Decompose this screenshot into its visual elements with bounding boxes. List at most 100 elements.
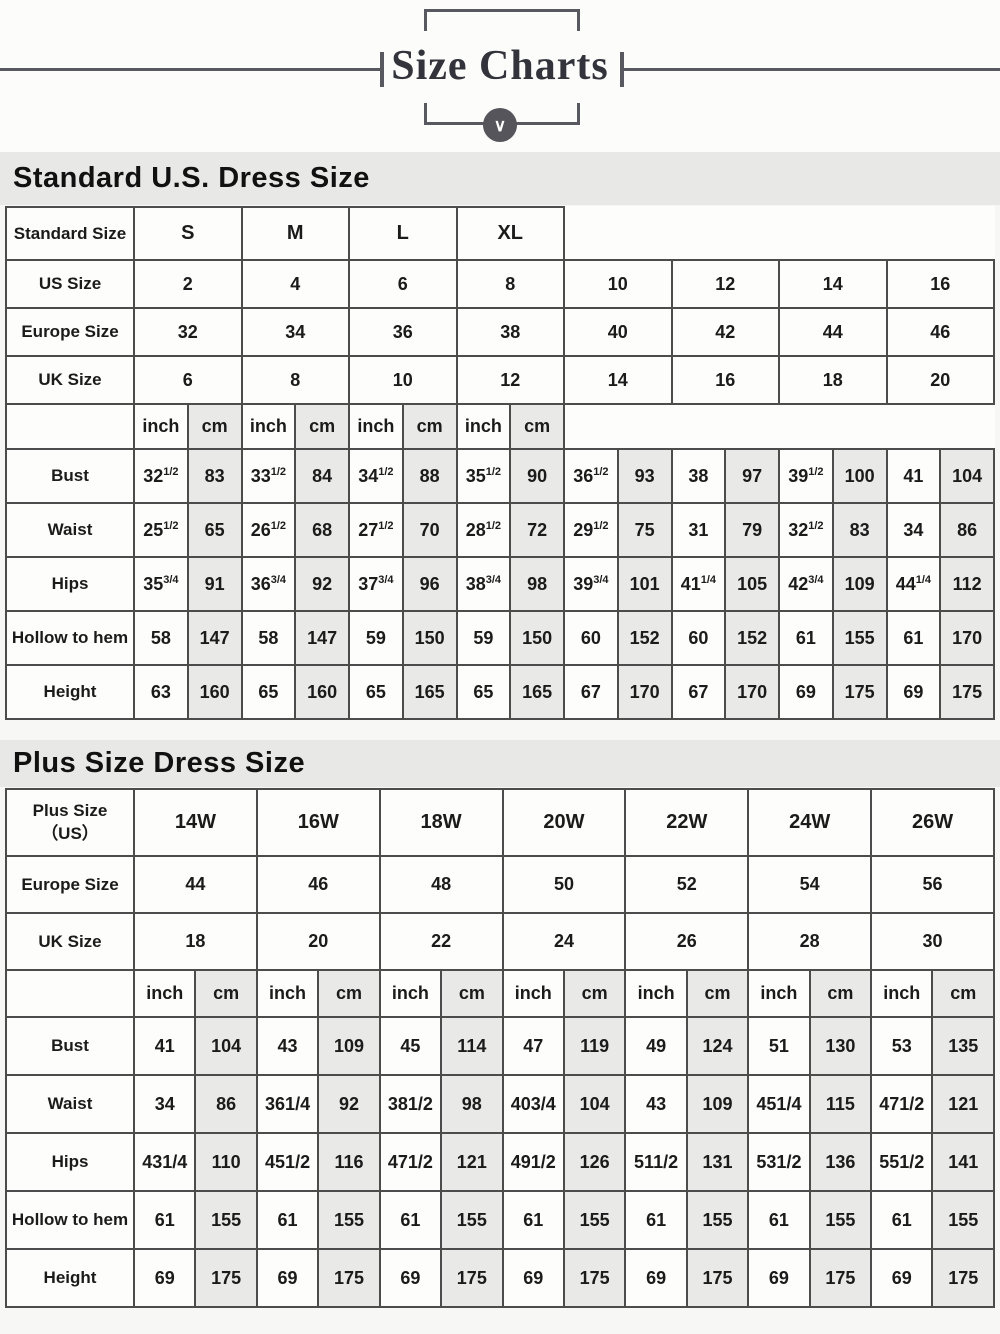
measure-value: 69 xyxy=(885,664,942,720)
measure-value: 403/4 xyxy=(501,1074,565,1134)
size-value: 6 xyxy=(133,355,243,405)
standard-size-section: Standard U.S. Dress Size Standard Size S M… xyxy=(0,152,1000,720)
unit-header: cm xyxy=(440,969,504,1018)
measure-value: 70 xyxy=(401,502,458,558)
measure-value: 68 xyxy=(294,502,350,558)
unit-header: cm xyxy=(401,403,458,450)
measure-value: 53 xyxy=(870,1016,934,1076)
measure-value: 104 xyxy=(562,1074,627,1134)
size-value: 18 xyxy=(133,912,258,971)
size-value: 36 xyxy=(348,307,458,357)
size-value: 56 xyxy=(870,855,995,914)
size-value: 12 xyxy=(670,259,780,309)
size-group-header: 24W xyxy=(747,788,873,857)
measure-value: 83 xyxy=(831,502,888,558)
unit-header: cm xyxy=(808,969,873,1018)
measure-value: 109 xyxy=(831,556,888,612)
measure-value: 155 xyxy=(685,1190,750,1250)
measure-value: 110 xyxy=(194,1132,258,1192)
size-group-header: 16W xyxy=(255,788,381,857)
measure-value: 65 xyxy=(186,502,243,558)
measure-value: 60 xyxy=(563,610,619,666)
unit-header: inch xyxy=(501,969,565,1018)
measure-value: 69 xyxy=(747,1248,811,1308)
measure-value: 261/2 xyxy=(240,502,297,558)
size-group-row: Plus Size （US） 14W 16W 18W 20W 22W 24W 26W xyxy=(5,788,995,857)
measure-value: 84 xyxy=(294,448,350,504)
size-value: 18 xyxy=(778,355,888,405)
measure-row: Height 69 175 69 175 69 175 69 175 69 175 69 175 69 17… xyxy=(5,1248,995,1308)
size-row: UK Size 18 20 22 24 26 28 30 xyxy=(5,912,995,971)
measure-value: 49 xyxy=(624,1016,688,1076)
row-label: Hollow to hem xyxy=(5,1190,135,1250)
measure-value: 175 xyxy=(317,1248,381,1308)
size-group-header: 14W xyxy=(133,788,258,857)
size-value: 10 xyxy=(563,259,673,309)
size-value: 38 xyxy=(455,307,565,357)
measure-value: 109 xyxy=(317,1016,381,1076)
measure-value: 61 xyxy=(255,1190,320,1250)
measure-value: 175 xyxy=(808,1248,873,1308)
measure-value: 58 xyxy=(133,610,189,666)
measure-value: 100 xyxy=(831,448,888,504)
size-value: 46 xyxy=(255,855,381,914)
row-label: Bust xyxy=(5,1016,135,1076)
measure-value: 51 xyxy=(747,1016,811,1076)
measure-value: 471/2 xyxy=(378,1132,443,1192)
measure-value: 451/2 xyxy=(255,1132,320,1192)
banner: Size Charts ∨ xyxy=(0,0,1000,152)
size-value: 12 xyxy=(455,355,565,405)
measure-value: 69 xyxy=(378,1248,443,1308)
unit-header: cm xyxy=(562,969,627,1018)
measure-value: 86 xyxy=(939,502,995,558)
measure-value: 67 xyxy=(670,664,727,720)
standard-section-title-bar: Standard U.S. Dress Size xyxy=(0,152,1000,205)
unit-header: inch xyxy=(870,969,934,1018)
size-value: 2 xyxy=(133,259,243,309)
row-label: Hips xyxy=(5,556,135,612)
size-value: 14 xyxy=(778,259,888,309)
measure-value: 391/2 xyxy=(778,448,834,504)
measure-value: 93 xyxy=(616,448,673,504)
unit-header: inch xyxy=(747,969,811,1018)
unit-header: inch xyxy=(378,969,443,1018)
size-value: 22 xyxy=(378,912,504,971)
measure-value: 160 xyxy=(186,664,243,720)
size-row: Europe Size 44 46 48 50 52 54 56 xyxy=(5,855,995,914)
measure-value: 135 xyxy=(931,1016,995,1076)
measure-value: 34 xyxy=(132,1074,197,1134)
measure-value: 69 xyxy=(624,1248,688,1308)
measure-value: 126 xyxy=(562,1132,627,1192)
size-value: 48 xyxy=(378,855,504,914)
measure-value: 58 xyxy=(240,610,297,666)
measure-value: 41 xyxy=(132,1016,197,1076)
row-label: Europe Size xyxy=(5,307,135,357)
measure-value: 423/4 xyxy=(778,556,834,612)
size-value: 20 xyxy=(885,355,995,405)
measure-value: 61 xyxy=(747,1190,811,1250)
size-row: US Size 2 4 6 8 10 12 14 16 xyxy=(5,259,995,309)
measure-value: 155 xyxy=(440,1190,504,1250)
corner-label: Standard Size xyxy=(5,206,135,261)
measure-value: 69 xyxy=(132,1248,197,1308)
banner-top-bracket xyxy=(424,9,580,31)
measure-row: Waist 251/2 65 261/2 68 271/2 70 281/2 72 291/2 75… xyxy=(5,502,995,558)
row-label: Bust xyxy=(5,448,135,504)
measure-value: 109 xyxy=(685,1074,750,1134)
measure-value: 75 xyxy=(616,502,673,558)
measure-value: 291/2 xyxy=(563,502,619,558)
row-label: Europe Size xyxy=(5,855,135,914)
size-value: 24 xyxy=(501,912,627,971)
banner-left-bar xyxy=(380,52,384,87)
measure-value: 67 xyxy=(563,664,619,720)
plus-size-section: Plus Size Dress Size Plus Size （US） 14W 16W… xyxy=(0,740,1000,1308)
measure-value: 155 xyxy=(562,1190,627,1250)
unit-header: inch xyxy=(132,969,197,1018)
measure-value: 175 xyxy=(685,1248,750,1308)
measure-value: 331/2 xyxy=(240,448,297,504)
banner-left-rule xyxy=(0,68,382,71)
unit-header: cm xyxy=(294,403,350,450)
measure-value: 141 xyxy=(931,1132,995,1192)
size-value: 10 xyxy=(348,355,458,405)
measure-value: 86 xyxy=(194,1074,258,1134)
